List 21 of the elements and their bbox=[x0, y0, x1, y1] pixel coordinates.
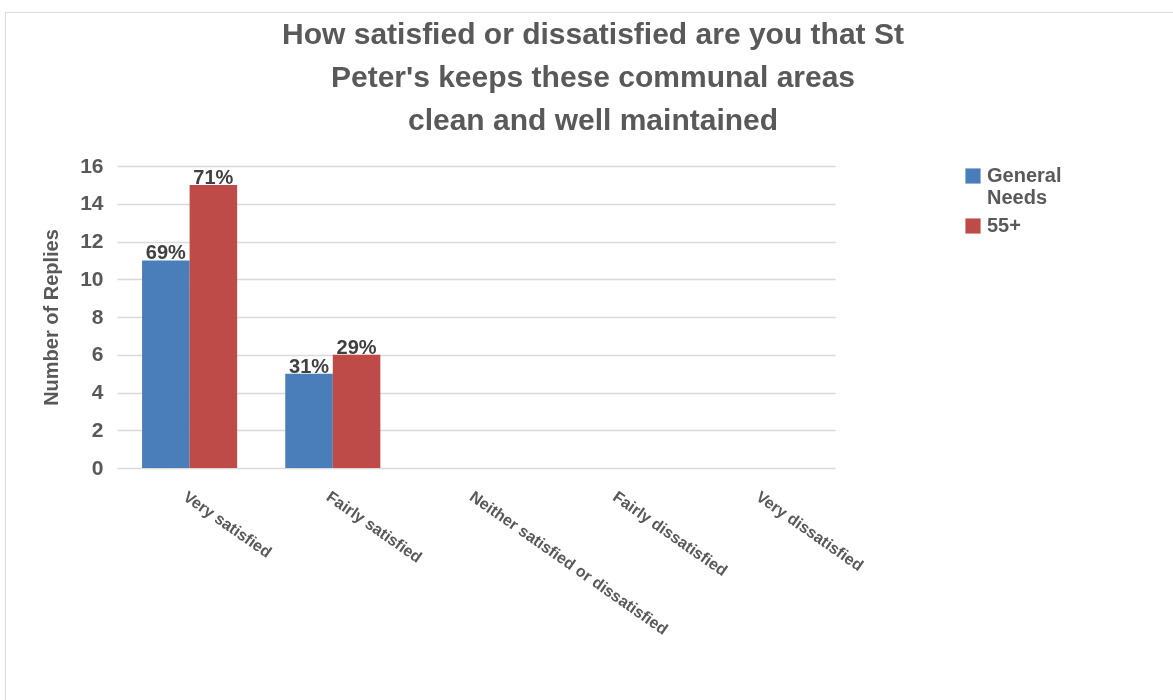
annotation: 29% bbox=[336, 335, 377, 358]
legend-label: 55+ bbox=[987, 214, 1021, 236]
bar bbox=[285, 373, 333, 468]
annotation: 69% bbox=[145, 241, 187, 264]
bar bbox=[142, 260, 190, 468]
y-tick-label: 4 bbox=[91, 380, 104, 403]
y-tick-label: 8 bbox=[91, 304, 104, 328]
legend-label: General Needs bbox=[987, 164, 1062, 208]
chart-title: How satisfied or dissatisfied are you that St Peter's keeps these communal areas clean and well maintained bbox=[282, 17, 904, 136]
y-tick-label: 10 bbox=[80, 266, 104, 290]
bar bbox=[189, 184, 238, 468]
y-tick-label: 12 bbox=[80, 229, 104, 252]
y-tick-label: 6 bbox=[91, 342, 104, 366]
y-tick-label: 0 bbox=[91, 455, 104, 479]
bar bbox=[332, 354, 381, 468]
annotation: 31% bbox=[289, 354, 330, 377]
y-tick-label: 16 bbox=[80, 153, 104, 177]
y-axis-title: Number of Replies bbox=[40, 229, 63, 406]
annotation: 71% bbox=[193, 165, 234, 188]
y-tick-label: 2 bbox=[91, 417, 104, 441]
y-tick-label: 14 bbox=[80, 191, 104, 215]
